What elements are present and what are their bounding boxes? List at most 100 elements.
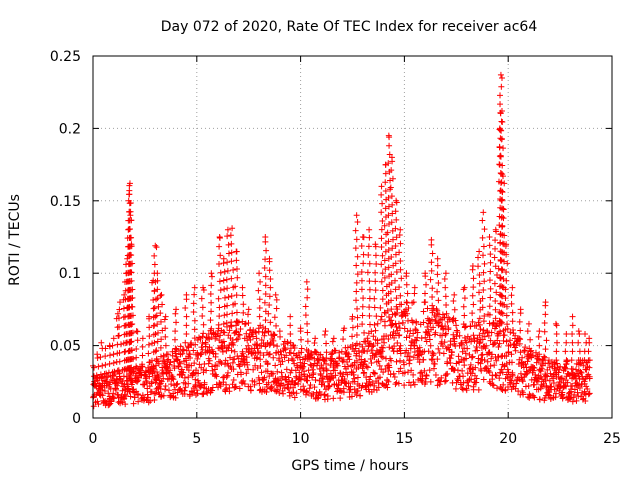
data-point (559, 395, 566, 402)
data-point (244, 361, 251, 368)
data-point (392, 260, 399, 267)
data-point (200, 321, 207, 328)
data-point (192, 376, 199, 383)
data-point (179, 346, 186, 353)
data-point (261, 264, 268, 271)
data-point (536, 396, 543, 403)
data-point (380, 344, 387, 351)
data-point (567, 388, 574, 395)
data-point (490, 320, 497, 327)
data-point (392, 225, 399, 232)
data-point (532, 371, 539, 378)
data-point (435, 297, 442, 304)
data-point (541, 353, 548, 360)
data-point (480, 243, 487, 250)
data-point (428, 316, 435, 323)
data-point (445, 325, 452, 332)
data-point (418, 335, 425, 342)
y-tick-label: 0.2 (59, 121, 81, 137)
data-point (168, 381, 175, 388)
data-point (345, 351, 352, 358)
data-point (352, 345, 359, 352)
data-point (262, 343, 269, 350)
data-point (304, 294, 311, 301)
data-point (381, 318, 388, 325)
data-point (130, 400, 137, 407)
data-point (323, 349, 330, 356)
data-point (301, 360, 308, 367)
data-point (498, 83, 505, 90)
data-point (363, 374, 370, 381)
data-point (204, 335, 211, 342)
data-point (576, 331, 583, 338)
data-point (577, 368, 584, 375)
x-tick-label: 15 (395, 431, 413, 447)
data-point (359, 303, 366, 310)
data-point (389, 245, 396, 252)
data-point (410, 354, 417, 361)
data-point (146, 333, 153, 340)
data-point (368, 347, 375, 354)
data-point (371, 382, 378, 389)
data-point (353, 288, 360, 295)
data-point (262, 238, 269, 245)
data-point (218, 344, 225, 351)
data-point (91, 378, 98, 385)
data-point (422, 273, 429, 280)
data-point (385, 194, 392, 201)
data-point (224, 285, 231, 292)
data-point (519, 378, 526, 385)
data-point (580, 362, 587, 369)
data-point (109, 342, 116, 349)
data-point (230, 377, 237, 384)
data-point (163, 351, 170, 358)
data-point (542, 311, 549, 318)
data-point (428, 267, 435, 274)
data-point (563, 357, 570, 364)
data-point (521, 348, 528, 355)
data-point (261, 299, 268, 306)
data-point (155, 329, 162, 336)
data-point (191, 335, 198, 342)
data-point (497, 258, 504, 265)
data-point (498, 319, 505, 326)
data-point (228, 319, 235, 326)
data-point (320, 364, 327, 371)
data-point (547, 370, 554, 377)
data-point (453, 322, 460, 329)
data-point (487, 285, 494, 292)
data-point (427, 276, 434, 283)
data-point (501, 232, 508, 239)
data-point (367, 373, 374, 380)
data-point (216, 379, 223, 386)
data-point (360, 361, 367, 368)
data-point (509, 369, 516, 376)
data-point (379, 287, 386, 294)
data-point (442, 377, 449, 384)
data-point (115, 391, 122, 398)
data-point (198, 350, 205, 357)
data-point (493, 228, 500, 235)
data-point (486, 303, 493, 310)
data-point (382, 179, 389, 186)
data-point (353, 357, 360, 364)
data-point (498, 266, 505, 273)
data-point (372, 327, 379, 334)
data-point (116, 306, 123, 313)
data-point (160, 375, 167, 382)
data-point (458, 340, 465, 347)
data-point (542, 346, 549, 353)
data-point (185, 380, 192, 387)
data-point (502, 387, 509, 394)
data-point (513, 380, 520, 387)
data-point (207, 317, 214, 324)
data-point (436, 349, 443, 356)
data-point (354, 314, 361, 321)
data-point (499, 284, 506, 291)
data-point (558, 375, 565, 382)
data-point (439, 311, 446, 318)
data-point (423, 281, 430, 288)
data-point (115, 332, 122, 339)
data-point (197, 351, 204, 358)
data-point (239, 348, 246, 355)
